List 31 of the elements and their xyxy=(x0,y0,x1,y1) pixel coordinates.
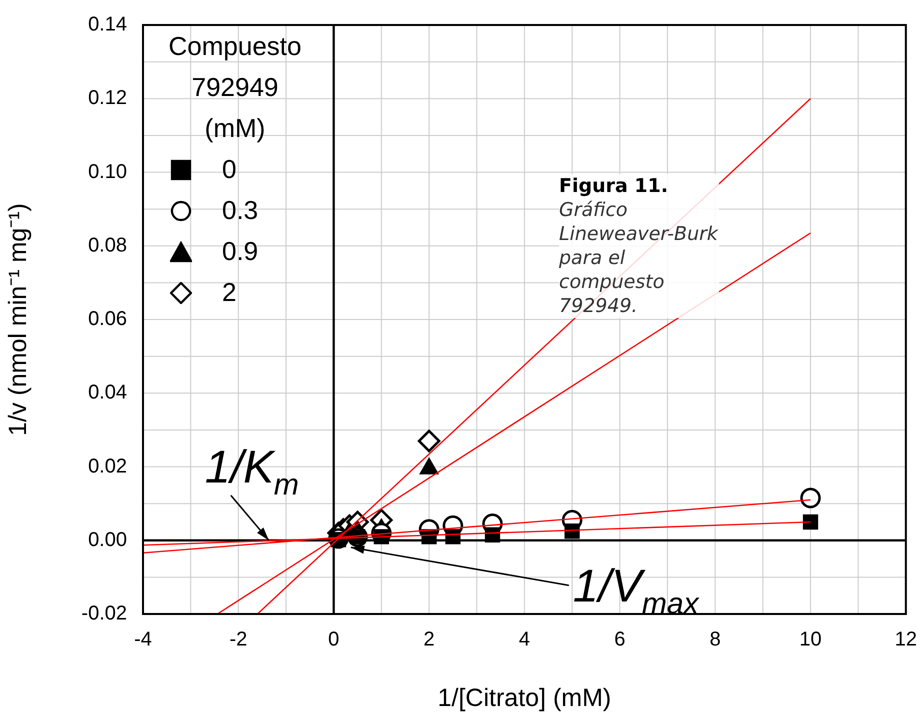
x-tick-label: 10 xyxy=(799,628,822,651)
annotation: Gráfico Lineweaver-Burk para el compuesto 792949. xyxy=(559,199,718,317)
y-tick-label: -0.02 xyxy=(81,602,127,625)
y-tick-label: 0.10 xyxy=(88,160,127,183)
legend-label: 2 xyxy=(222,277,236,308)
point xyxy=(800,488,821,508)
x-tick-label: 4 xyxy=(518,628,530,651)
x-tick-label: 8 xyxy=(710,628,721,651)
x-tick-label: -4 xyxy=(134,628,152,651)
x-tick-label: -2 xyxy=(229,628,248,651)
x-tick-label: 2 xyxy=(424,628,435,651)
x-axis-title: 1/[Citrato] (mM) xyxy=(438,684,612,712)
y-tick-label: 0.06 xyxy=(88,308,127,330)
y-tick-label: 0.04 xyxy=(88,382,127,404)
y-tick-label: 0.08 xyxy=(88,234,127,256)
x-tick-label: 0 xyxy=(328,628,340,651)
x-tick-label: 12 xyxy=(894,628,917,651)
point xyxy=(484,527,500,542)
legend-label: 0 xyxy=(222,154,236,185)
legend-label: 0.9 xyxy=(222,236,258,267)
point xyxy=(418,430,440,452)
point xyxy=(802,514,818,530)
y-tick-label: 0.14 xyxy=(88,14,127,36)
annotation: Figura 11. xyxy=(559,175,668,197)
y-tick-label: 0.02 xyxy=(88,455,127,478)
legend-label: 0.3 xyxy=(222,195,258,226)
x-tick-label: 6 xyxy=(614,628,626,651)
legend-title: Compuesto 792949 (mM) xyxy=(168,30,302,145)
y-tick-label: 0.12 xyxy=(88,87,127,110)
y-tick-label: 0.00 xyxy=(88,528,127,551)
y-axis-title: 1/v (nmol min⁻¹ mg⁻¹) xyxy=(4,203,32,436)
